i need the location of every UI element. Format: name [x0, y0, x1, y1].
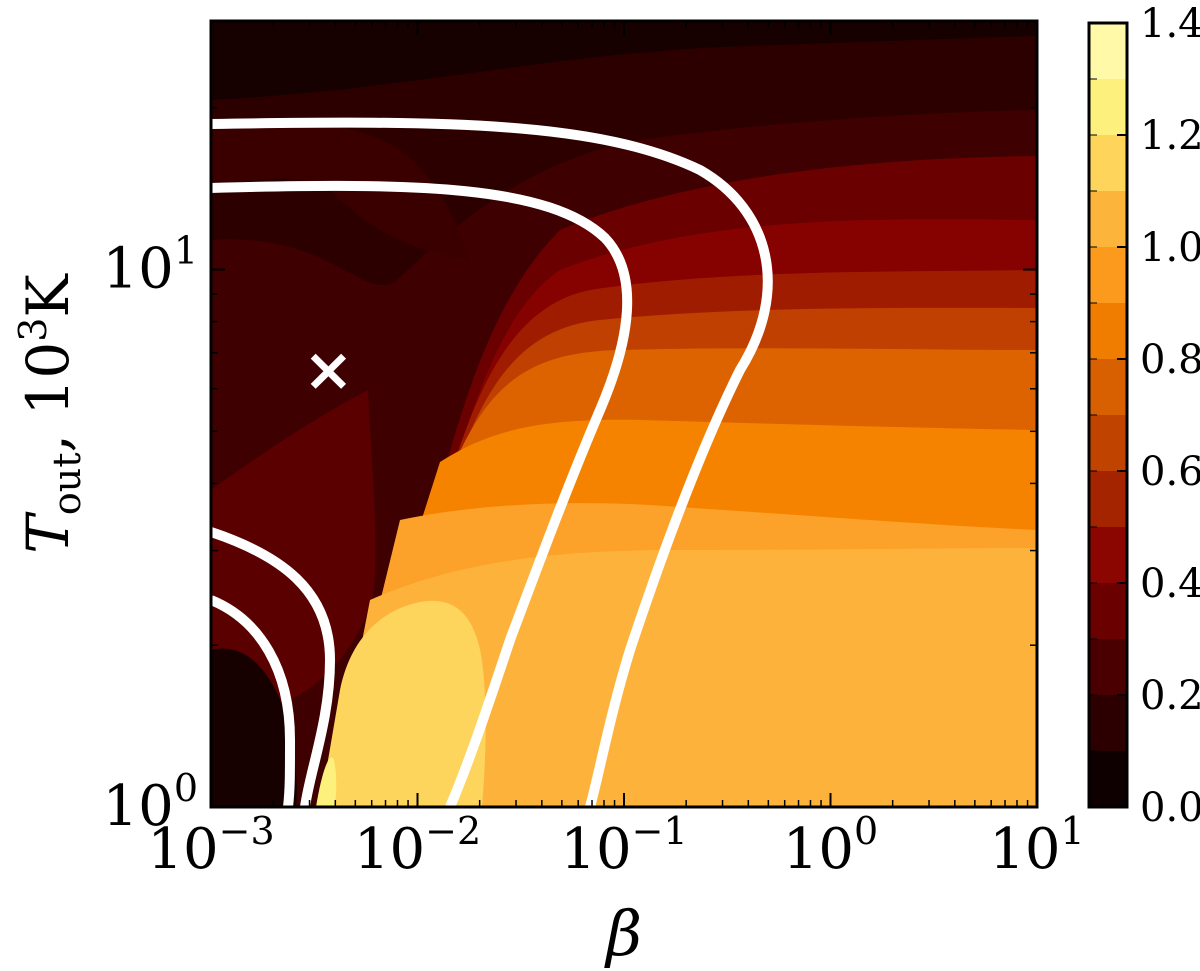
x-tick-label: 10−1: [560, 809, 687, 882]
x-axis-title: β: [604, 897, 642, 970]
colorbar-band: [1089, 583, 1127, 639]
colorbar: [1089, 23, 1127, 807]
x-tick-label: 100: [783, 809, 878, 882]
colorbar-band: [1089, 359, 1127, 415]
colorbar-tick-label: 0.0: [1140, 785, 1200, 831]
colorbar-ticks: 0.0 0.2 0.4 0.6 0.8 1.0 1.2 1.4: [1089, 1, 1200, 831]
band-12: [320, 600, 486, 807]
marker-x: ×: [303, 335, 353, 405]
colorbar-tick-label: 0.6: [1140, 449, 1200, 495]
contour-line-1: [211, 117, 773, 807]
contour-line-3: [211, 527, 336, 807]
band-11: [330, 548, 1037, 807]
x-tick-label: 10−3: [147, 809, 274, 882]
y-tick-label: 100: [103, 766, 198, 839]
x-axis: 10−3 10−2 10−1 100 101: [147, 21, 1085, 882]
colorbar-band: [1089, 695, 1127, 751]
band-low: [211, 648, 297, 807]
colorbar-band: [1089, 191, 1127, 247]
plot-area: [211, 21, 1037, 807]
band-13: [316, 757, 337, 807]
colorbar-tick-label: 1.4: [1140, 1, 1200, 47]
x-tick-label: 10−2: [354, 809, 481, 882]
colorbar-tick-label: 0.4: [1140, 561, 1200, 607]
y-axis: 100 101: [103, 106, 1037, 839]
colorbar-band: [1089, 135, 1127, 191]
colorbar-band: [1089, 247, 1127, 303]
colorbar-band: [1089, 23, 1127, 79]
colorbar-tick-label: 1.0: [1140, 225, 1200, 271]
colorbar-tick-label: 0.2: [1140, 673, 1200, 719]
contour-line-4: [211, 595, 296, 807]
colorbar-tick-label: 1.2: [1140, 113, 1200, 159]
x-tick-label: 101: [989, 809, 1084, 882]
band-3: [211, 390, 376, 720]
colorbar-tick-label: 0.8: [1140, 337, 1200, 383]
colorbar-band: [1089, 751, 1127, 807]
colorbar-band: [1089, 79, 1127, 135]
y-tick-label: 101: [103, 229, 198, 302]
colorbar-band: [1089, 527, 1127, 583]
colorbar-band: [1089, 303, 1127, 359]
y-axis-title: Tout, 103K: [11, 273, 89, 554]
colorbar-band: [1089, 471, 1127, 527]
colorbar-band: [1089, 639, 1127, 695]
contour-line-2: [211, 180, 633, 807]
colorbar-band: [1089, 415, 1127, 471]
